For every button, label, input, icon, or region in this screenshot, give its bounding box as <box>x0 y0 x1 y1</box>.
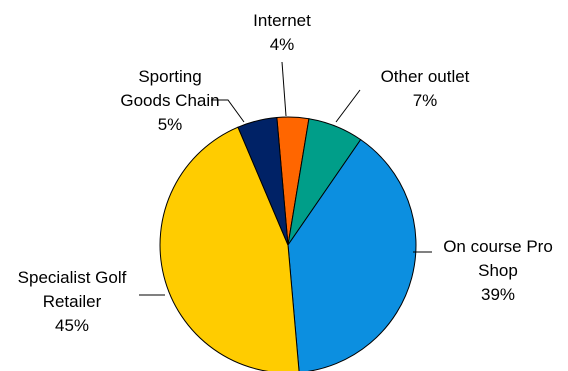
slice-value-label: 7% <box>413 91 438 110</box>
slice-name-line: Shop <box>478 261 518 280</box>
leader-lines <box>139 61 432 296</box>
slice-name-line: Internet <box>253 11 311 30</box>
slice-labels: Internet 4% Other outlet 7% On course Pro Sho… <box>18 11 553 335</box>
slice-name-line: Retailer <box>43 292 102 311</box>
slice-label-specialist-golf-retailer: Specialist Golf Retailer 45% <box>18 268 127 335</box>
slice-name-line: Specialist Golf <box>18 268 127 287</box>
pie-slices <box>159 116 417 371</box>
slice-name-line: Goods Chain <box>120 91 219 110</box>
slice-value-label: 39% <box>481 285 515 304</box>
pie-slice-specialist-golf-retailer <box>159 126 300 371</box>
slice-label-on-course-pro-shop: On course Pro Shop 39% <box>443 237 553 304</box>
slice-label-sporting-goods-chain: Sporting Goods Chain 5% <box>120 67 219 134</box>
slice-value-label: 5% <box>158 115 183 134</box>
slice-name-line: On course Pro <box>443 237 553 256</box>
leader-line-other-outlet <box>335 89 361 123</box>
slice-value-label: 45% <box>55 316 89 335</box>
slice-label-other-outlet: Other outlet 7% <box>381 67 470 110</box>
slice-name-line: Other outlet <box>381 67 470 86</box>
leader-line-sporting-goods-chain <box>211 99 245 123</box>
pie-slice-on-course-pro-shop <box>287 138 417 371</box>
slice-value-label: 4% <box>270 35 295 54</box>
leader-line-internet <box>281 61 287 117</box>
slice-name-line: Sporting <box>138 67 201 86</box>
slice-label-internet: Internet 4% <box>253 11 311 54</box>
pie-slice-sporting-goods-chain <box>237 116 289 246</box>
